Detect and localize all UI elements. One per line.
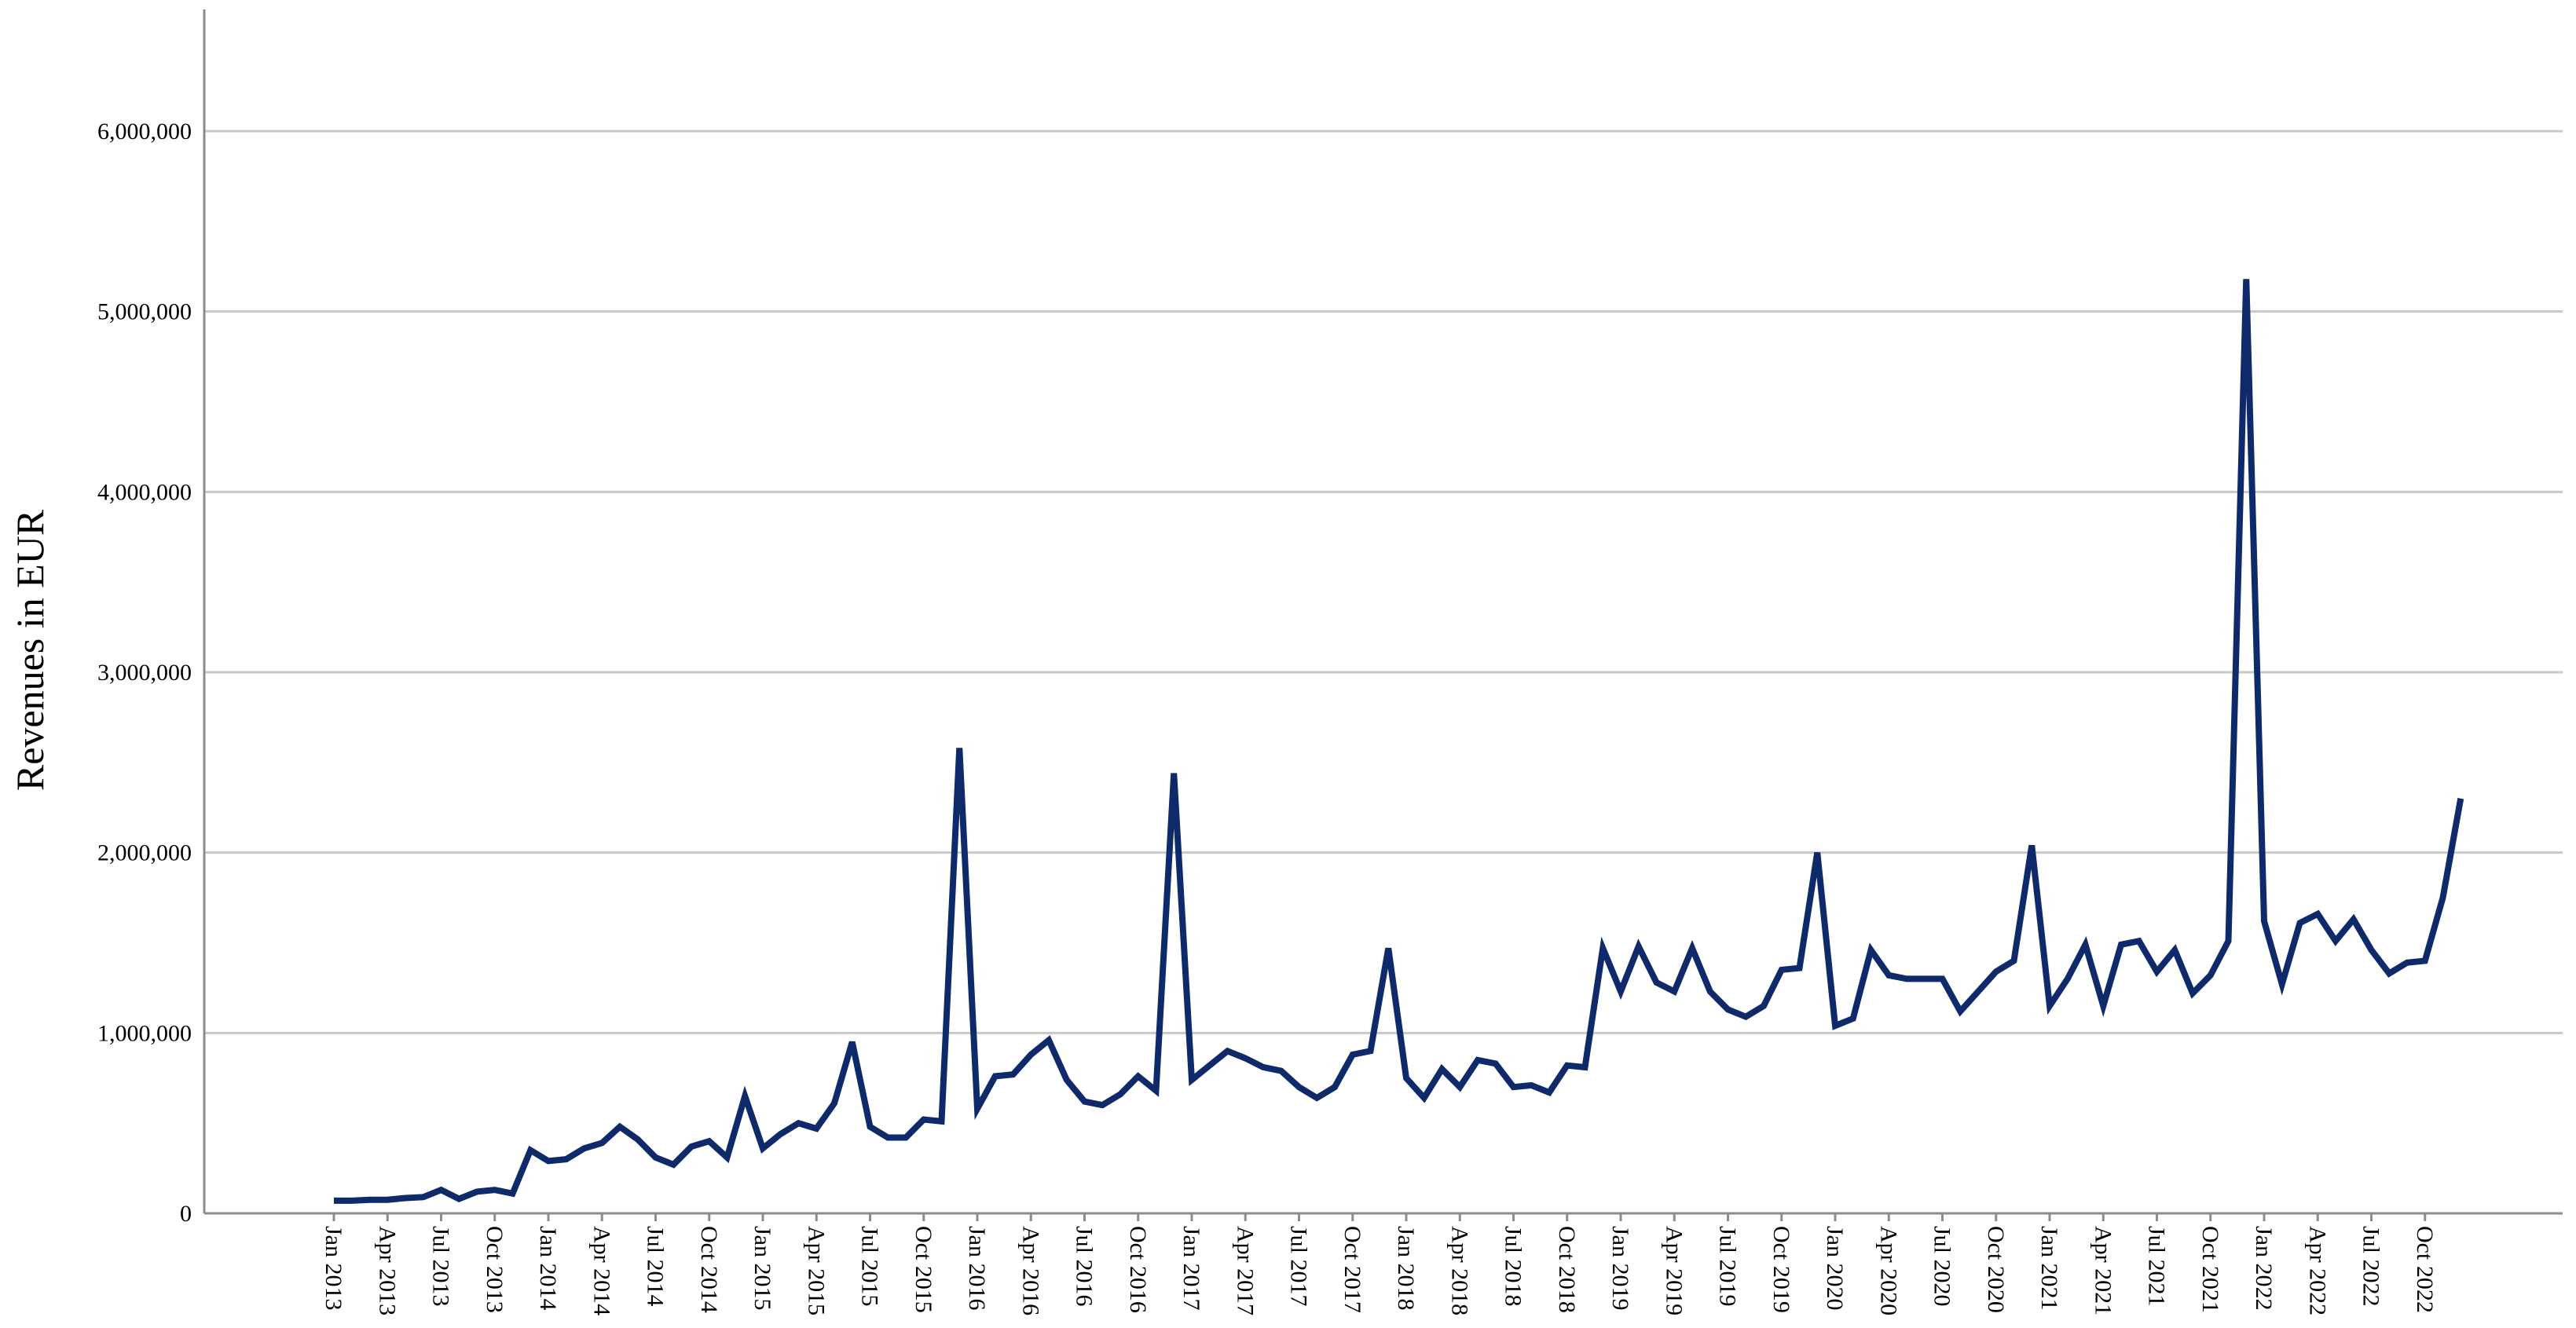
y-tick-labels: 0 1,000,000 2,000,000 3,000,000 4,000,000 5,0… [97,119,192,1227]
x-tick-label: Jan 2018 [1393,1226,1419,1311]
x-tick-label: Jul 2021 [2144,1226,2170,1307]
x-tick-label: Oct 2019 [1768,1226,1794,1313]
x-tick-label: Jan 2015 [749,1226,775,1311]
x-tick-label: Jan 2013 [321,1226,346,1311]
x-tick-label: Jan 2014 [535,1226,561,1311]
x-tick-label: Apr 2020 [1875,1226,1901,1315]
gridlines [204,130,2563,1034]
x-tick-label: Apr 2019 [1661,1226,1687,1315]
x-tick-label: Jan 2020 [1822,1226,1848,1311]
y-axis-label: Revenues in EUR [8,509,52,791]
x-tick-label: Apr 2014 [588,1226,614,1315]
x-tick-label: Jan 2019 [1607,1226,1633,1311]
y-tick-label: 1,000,000 [97,1020,192,1046]
x-tick-label: Oct 2022 [2412,1226,2438,1313]
y-tick-label: 0 [180,1201,192,1227]
x-tick-label: Apr 2013 [374,1226,400,1315]
x-tick-label: Jul 2018 [1501,1226,1526,1307]
x-tick-label: Oct 2018 [1554,1226,1580,1313]
revenue-series-line [334,279,2464,1204]
x-tick-label: Oct 2016 [1125,1226,1151,1313]
x-tick-label: Jan 2022 [2251,1226,2277,1311]
x-tick-label: Oct 2014 [696,1226,722,1313]
x-tick-label: Oct 2013 [482,1226,508,1313]
y-tick-label: 4,000,000 [97,479,192,505]
x-tick-label: Jul 2015 [857,1226,883,1307]
x-tick-label: Jan 2016 [964,1226,990,1311]
x-tick-label: Apr 2022 [2304,1226,2330,1315]
x-tick-label: Jul 2017 [1286,1226,1312,1307]
x-tick-label: Jul 2013 [428,1226,454,1307]
x-tick-label: Apr 2017 [1232,1226,1258,1315]
x-tick-label: Jan 2021 [2036,1226,2062,1311]
x-tick-label: Oct 2020 [1983,1226,2009,1313]
x-tick-label: Jul 2019 [1715,1226,1741,1307]
x-tick-label: Apr 2015 [803,1226,829,1315]
x-tick-label: Jul 2022 [2358,1226,2384,1307]
x-tick-label: Jul 2020 [1929,1226,1955,1307]
y-tick-label: 3,000,000 [97,660,192,686]
x-tick-labels: Jan 2013 Apr 2013 Jul 2013 Oct 2013 Jan 2014… [321,1226,2438,1315]
x-tick-label: Jan 2017 [1178,1226,1204,1311]
series-layer [334,279,2464,1204]
x-tick-label: Apr 2016 [1017,1226,1043,1315]
x-axis [204,1212,2563,1221]
y-tick-label: 5,000,000 [97,299,192,325]
x-tick-label: Apr 2018 [1446,1226,1472,1315]
x-tick-label: Jul 2014 [643,1226,669,1307]
x-tick-label: Oct 2017 [1339,1226,1365,1313]
y-tick-label: 2,000,000 [97,840,192,866]
x-tick-label: Jul 2016 [1072,1226,1097,1307]
x-tick-label: Apr 2021 [2090,1226,2116,1315]
y-tick-label: 6,000,000 [97,119,192,145]
x-tick-label: Oct 2015 [911,1226,936,1313]
x-tick-label: Oct 2021 [2197,1226,2223,1313]
